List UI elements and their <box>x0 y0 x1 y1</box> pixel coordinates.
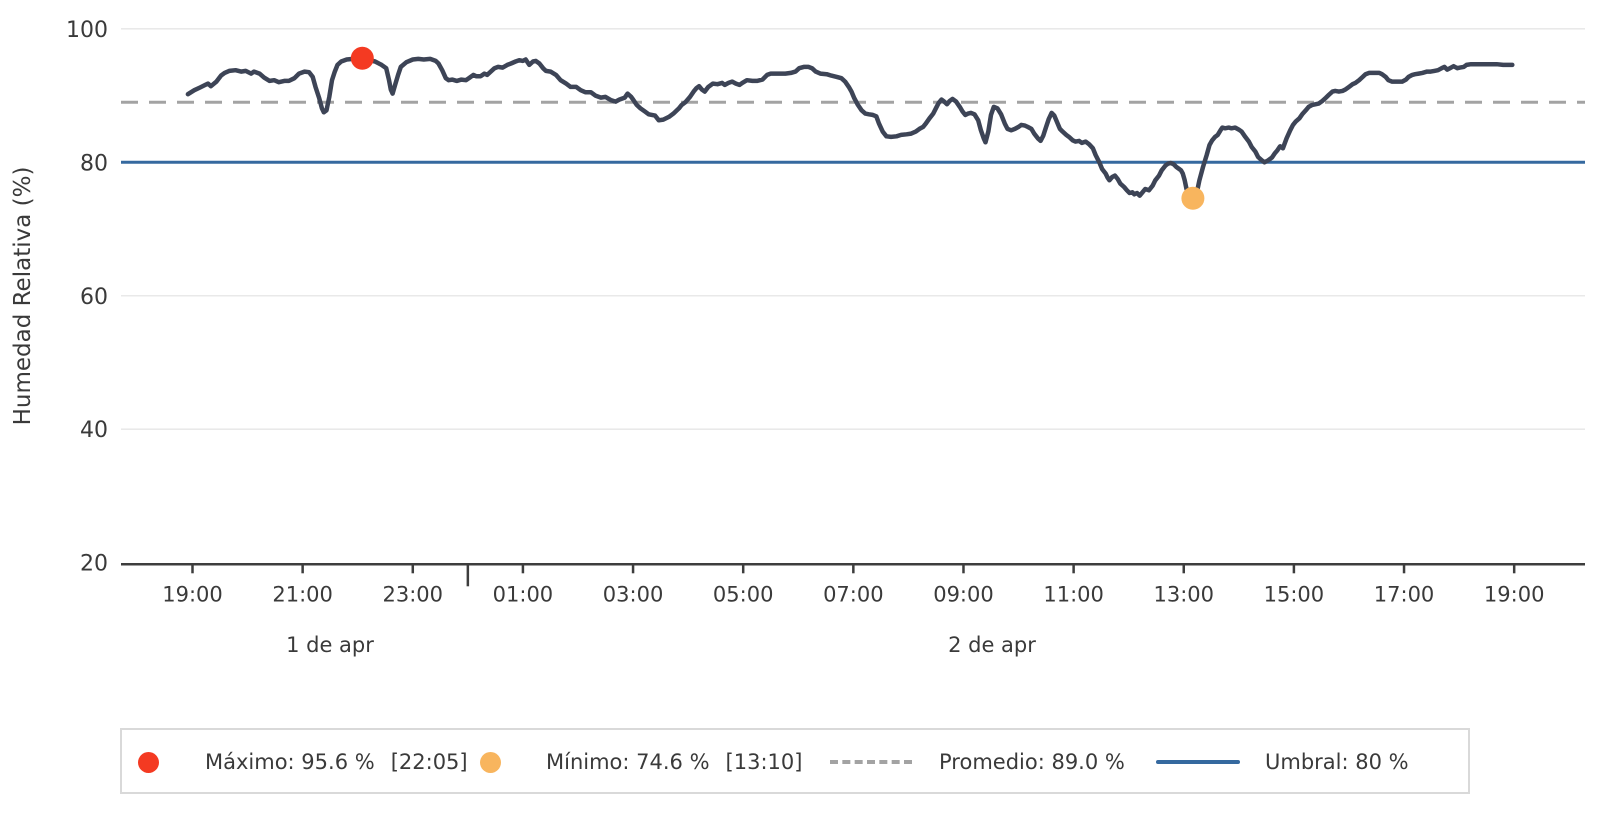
svg-text:60: 60 <box>80 285 108 310</box>
svg-text:11:00: 11:00 <box>1043 582 1104 606</box>
umbral-line-icon <box>1156 760 1240 764</box>
svg-text:09:00: 09:00 <box>933 582 994 606</box>
svg-text:01:00: 01:00 <box>493 582 554 606</box>
svg-text:20: 20 <box>80 552 108 577</box>
y-tick-labels: 100 80 60 40 20 <box>66 18 108 577</box>
svg-text:07:00: 07:00 <box>823 582 884 606</box>
x-day-labels: 1 de apr 2 de apr <box>286 633 1036 657</box>
maximo-dot-icon <box>138 752 159 773</box>
svg-text:1 de apr: 1 de apr <box>286 633 374 657</box>
svg-text:17:00: 17:00 <box>1374 582 1435 606</box>
svg-text:15:00: 15:00 <box>1264 582 1325 606</box>
svg-text:23:00: 23:00 <box>383 582 444 606</box>
svg-text:19:00: 19:00 <box>162 582 223 606</box>
humidity-line-chart: 19:00 21:00 23:00 01:00 03:00 05:00 07:00 09:00… <box>10 18 1585 657</box>
promedio-dashed-line-icon <box>830 760 912 764</box>
svg-text:05:00: 05:00 <box>713 582 774 606</box>
minimo-dot-icon <box>480 752 501 773</box>
reference-lines <box>121 100 1585 164</box>
humidity-series-line <box>185 55 1515 201</box>
svg-text:100: 100 <box>66 18 108 43</box>
umbral-legend-label: Umbral: 80 % <box>1265 750 1409 774</box>
maximo-time: [22:05] <box>390 750 468 774</box>
maximo-legend-label: Máximo: 95.6 % [22:05] <box>205 750 468 774</box>
svg-text:40: 40 <box>80 418 108 443</box>
svg-text:03:00: 03:00 <box>603 582 664 606</box>
x-axis <box>121 563 1585 587</box>
legend: Máximo: 95.6 % [22:05] Mínimo: 74.6 % [13:… <box>120 728 1470 794</box>
svg-text:19:00: 19:00 <box>1484 582 1545 606</box>
svg-text:80: 80 <box>80 151 108 176</box>
x-tick-labels: 19:00 21:00 23:00 01:00 03:00 05:00 07:00 09:00… <box>162 582 1544 606</box>
svg-text:21:00: 21:00 <box>272 582 333 606</box>
gridlines <box>121 28 1585 431</box>
svg-text:2 de apr: 2 de apr <box>948 633 1036 657</box>
minimo-legend-label: Mínimo: 74.6 % [13:10] <box>546 750 802 774</box>
extreme-point-markers <box>350 46 1205 210</box>
y-axis-title: Humedad Relativa (%) <box>10 167 36 426</box>
maximo-value: Máximo: 95.6 % <box>205 750 375 774</box>
svg-text:13:00: 13:00 <box>1153 582 1214 606</box>
promedio-legend-label: Promedio: 89.0 % <box>939 750 1125 774</box>
minimo-value: Mínimo: 74.6 % <box>546 750 710 774</box>
minimo-time: [13:10] <box>725 750 803 774</box>
